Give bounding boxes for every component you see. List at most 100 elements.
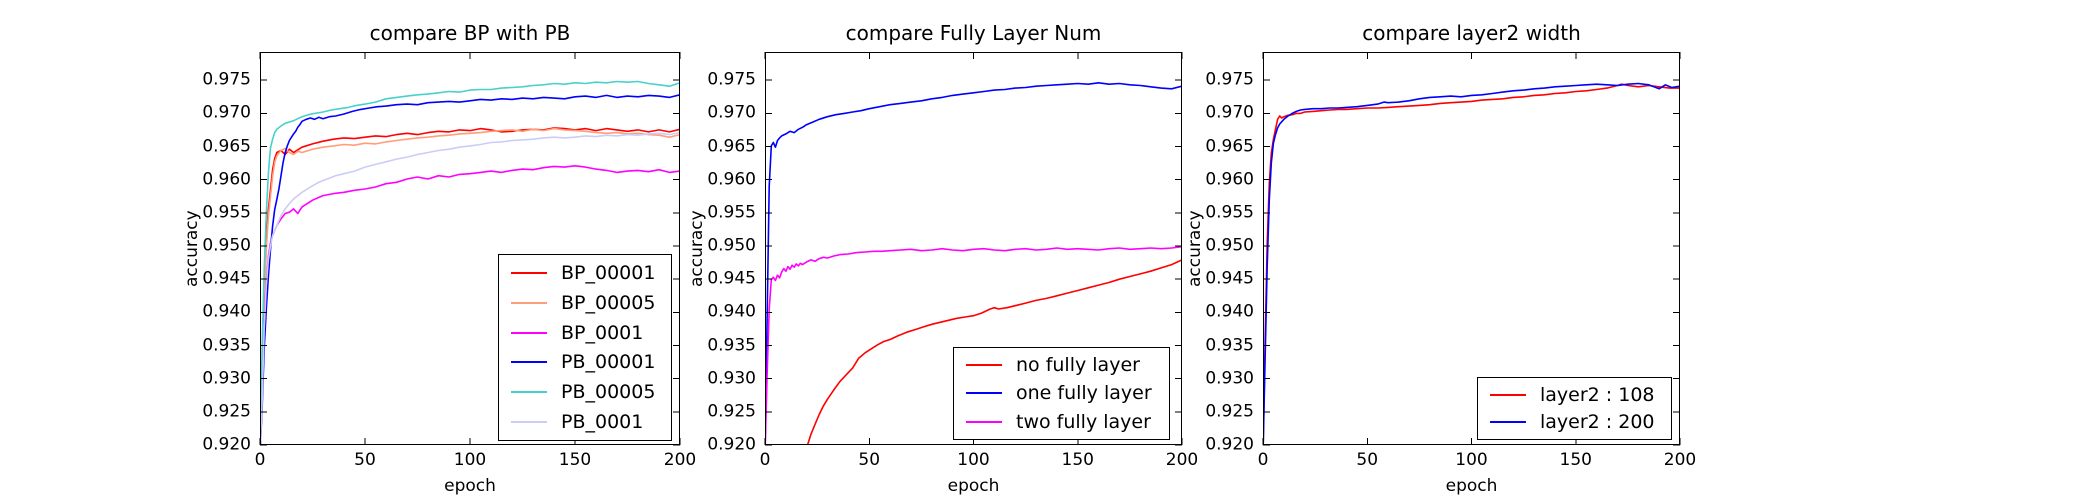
- y-tick-label: 0.965: [1205, 136, 1254, 157]
- plot-area: [259, 52, 681, 446]
- chart-compare-bp-with-pb: compare BP with PB accuracy epoch BP_000…: [182, 21, 696, 496]
- y-tick-label: 0.975: [202, 69, 251, 90]
- legend-entry: layer2 : 200: [1490, 411, 1661, 433]
- legend: BP_00001 BP_00005 BP_0001 PB_00001 PB_00005 P…: [498, 254, 672, 441]
- y-tick-label: 0.925: [1205, 401, 1254, 422]
- y-tick-label: 0.940: [707, 301, 756, 322]
- legend-label: two fully layer: [1016, 410, 1151, 433]
- legend-entry: one fully layer: [966, 382, 1159, 404]
- y-tick-label: 0.940: [1205, 301, 1254, 322]
- x-axis-label: epoch: [947, 476, 1000, 496]
- y-tick-label: 0.960: [707, 169, 756, 190]
- y-tick-label: 0.950: [707, 235, 756, 256]
- series-line-one-fully-layer: [765, 81, 1182, 445]
- y-tick-label: 0.970: [202, 102, 251, 123]
- x-axis-label: epoch: [1445, 476, 1498, 496]
- legend-label: BP_00001: [561, 261, 656, 284]
- legend-line-sample: [1490, 421, 1526, 424]
- y-tick-label: 0.975: [1205, 69, 1254, 90]
- x-tick-label: 200: [1165, 450, 1199, 470]
- y-tick-label: 0.925: [202, 401, 251, 422]
- legend-entry: BP_0001: [511, 322, 661, 344]
- x-tick-label: 50: [858, 450, 881, 470]
- y-tick-label: 0.945: [202, 268, 251, 289]
- legend-line-sample: [966, 364, 1002, 367]
- legend-label: PB_0001: [561, 411, 644, 434]
- legend-label: BP_00005: [561, 291, 656, 314]
- y-tick-label: 0.950: [1205, 235, 1254, 256]
- y-tick-label: 0.965: [707, 136, 756, 157]
- y-tick-label: 0.930: [707, 368, 756, 389]
- x-tick-label: 0: [1257, 450, 1269, 470]
- legend-line-sample: [511, 421, 547, 424]
- x-axis-label: epoch: [444, 476, 496, 496]
- legend-entry: two fully layer: [966, 411, 1159, 433]
- series-line-pb-00001: [260, 94, 680, 445]
- y-tick-label: 0.925: [707, 401, 756, 422]
- x-tick-label: 0: [759, 450, 771, 470]
- legend-label: no fully layer: [1016, 354, 1140, 377]
- chart-compare-fully-layer-num: compare Fully Layer Num accuracy epoch n…: [687, 21, 1198, 496]
- series-line-bp-00005: [260, 127, 680, 445]
- legend-entry: BP_00001: [511, 262, 661, 284]
- series-line-layer2-200: [1263, 82, 1680, 445]
- legend-label: layer2 : 200: [1540, 411, 1655, 434]
- axes-frame: [260, 52, 680, 445]
- y-axis-label: accuracy: [1185, 210, 1205, 287]
- x-tick-label: 150: [1559, 450, 1592, 470]
- chart-compare-layer2-width: compare layer2 width accuracy epoch laye…: [1185, 21, 1696, 496]
- series-line-pb-0001: [260, 131, 680, 445]
- series-line-bp-0001: [260, 165, 680, 445]
- legend-label: layer2 : 108: [1540, 383, 1655, 406]
- legend-entry: PB_0001: [511, 411, 661, 433]
- legend: layer2 : 108 layer2 : 200: [1477, 377, 1672, 440]
- legend-entry: BP_00005: [511, 292, 661, 314]
- series-line-no-fully-layer: [806, 259, 1182, 445]
- y-tick-label: 0.930: [202, 368, 251, 389]
- axes-frame: [1263, 52, 1680, 445]
- y-tick-label: 0.920: [202, 434, 251, 455]
- x-tick-label: 200: [1663, 450, 1697, 470]
- series-line-bp-00001: [260, 127, 680, 445]
- plot-area: [764, 52, 1183, 446]
- plot-area: [1262, 52, 1681, 446]
- y-tick-label: 0.955: [707, 202, 756, 223]
- legend-label: PB_00001: [561, 351, 656, 374]
- legend-label: PB_00005: [561, 381, 656, 404]
- legend-line-sample: [511, 361, 547, 364]
- x-tick-label: 100: [453, 450, 487, 470]
- legend-entry: PB_00001: [511, 351, 661, 373]
- legend-label: BP_0001: [561, 321, 644, 344]
- y-tick-label: 0.920: [707, 434, 756, 455]
- y-tick-label: 0.960: [1205, 169, 1254, 190]
- y-tick-label: 0.935: [707, 335, 756, 355]
- x-tick-label: 100: [1455, 450, 1488, 470]
- x-tick-label: 0: [254, 450, 266, 470]
- y-tick-label: 0.945: [707, 268, 756, 289]
- y-tick-label: 0.975: [707, 69, 756, 90]
- legend-entry: no fully layer: [966, 354, 1159, 376]
- y-axis-label: accuracy: [687, 210, 707, 287]
- x-tick-label: 150: [558, 450, 592, 470]
- chart-title: compare layer2 width: [1362, 21, 1581, 45]
- legend-line-sample: [511, 271, 547, 274]
- legend-line-sample: [511, 391, 547, 394]
- legend-line-sample: [1490, 393, 1526, 396]
- legend: no fully layer one fully layer two fully l…: [953, 347, 1170, 440]
- series-line-layer2-108: [1263, 83, 1680, 445]
- y-tick-label: 0.955: [202, 202, 251, 223]
- legend-label: one fully layer: [1016, 382, 1152, 405]
- x-tick-label: 200: [663, 450, 697, 470]
- y-tick-label: 0.935: [202, 335, 251, 355]
- y-tick-label: 0.920: [1205, 434, 1254, 455]
- x-tick-label: 150: [1061, 450, 1094, 470]
- x-tick-label: 50: [354, 450, 376, 470]
- legend-line-sample: [966, 420, 1002, 423]
- legend-line-sample: [511, 331, 547, 334]
- y-tick-label: 0.965: [202, 136, 251, 157]
- legend-entry: PB_00005: [511, 381, 661, 403]
- x-tick-label: 50: [1356, 450, 1379, 470]
- x-tick-label: 100: [957, 450, 990, 470]
- series-line-two-fully-layer: [765, 245, 1182, 445]
